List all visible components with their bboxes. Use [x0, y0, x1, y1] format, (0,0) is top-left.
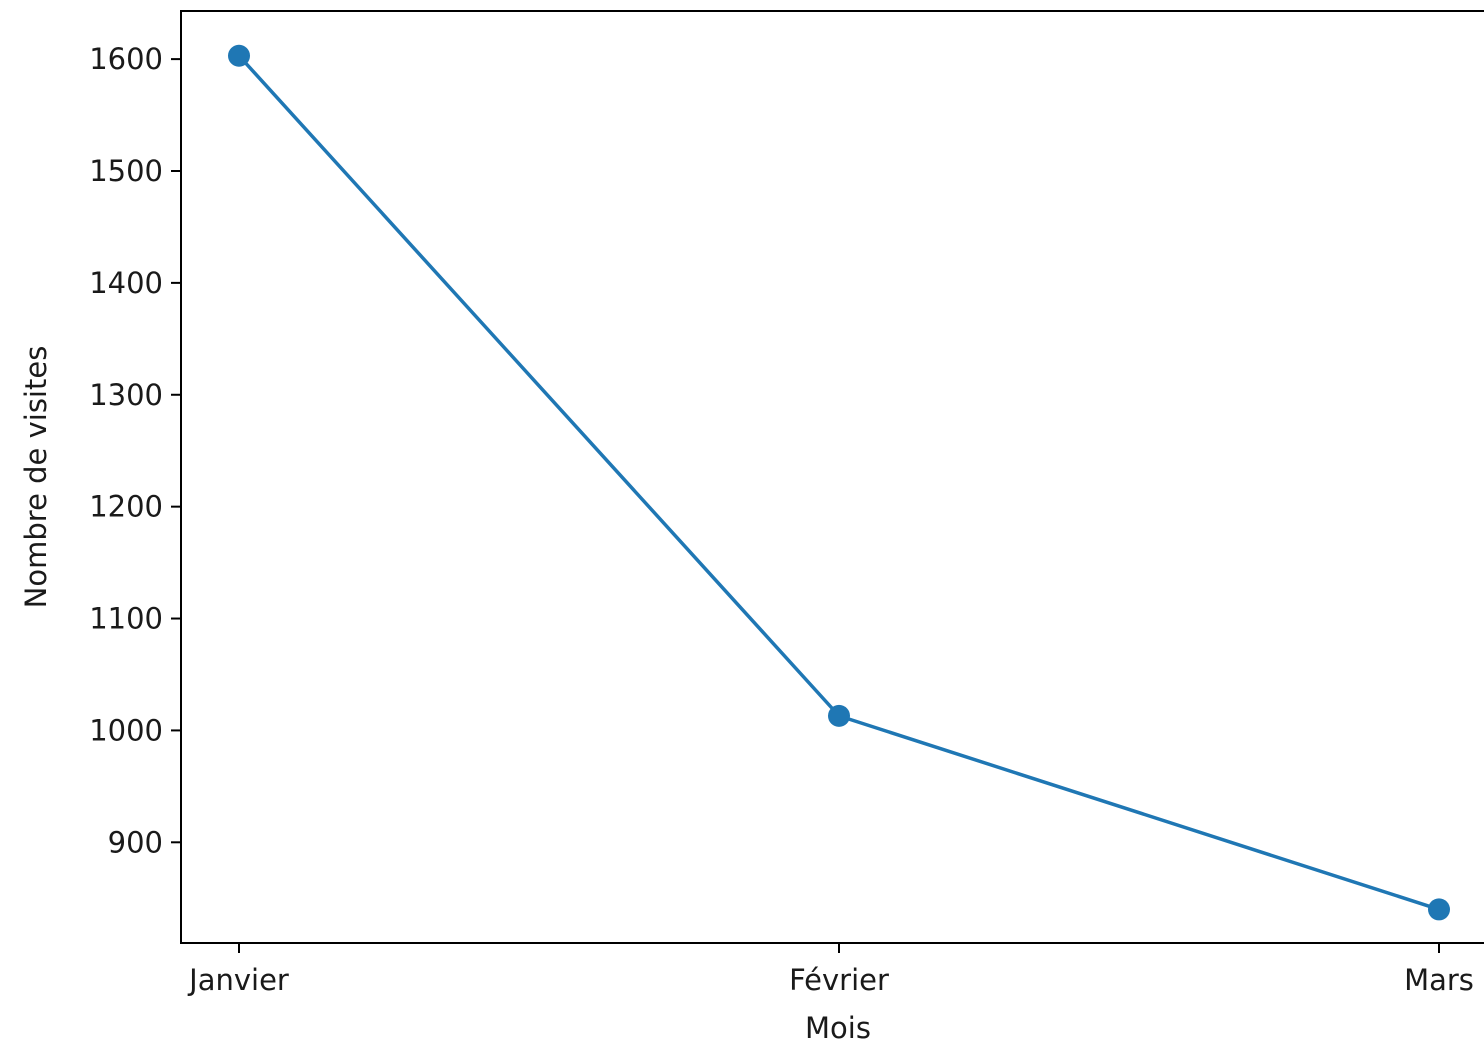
y-axis-label: Nombre de visites [19, 346, 53, 609]
plot-area [228, 44, 1450, 921]
y-tick-label: 1100 [89, 602, 163, 636]
data-point [228, 44, 250, 67]
y-tick-label: 1600 [89, 42, 163, 76]
x-tick-label: Février [789, 963, 889, 997]
y-axis: 900 1000 1100 1200 1300 1400 1500 1600 [89, 42, 181, 859]
data-point [1428, 898, 1450, 921]
x-axis: Janvier Février Mars [187, 943, 1474, 997]
y-tick-label: 1500 [89, 154, 163, 188]
y-tick-label: 900 [108, 825, 163, 859]
axes-frame [180, 10, 1484, 944]
data-point [828, 704, 850, 727]
x-tick-label: Mars [1404, 963, 1474, 997]
x-axis-label: Mois [805, 1011, 871, 1042]
x-tick-label: Janvier [187, 963, 289, 997]
y-tick-label: 1000 [89, 713, 163, 747]
y-tick-label: 1200 [89, 490, 163, 524]
y-tick-label: 1400 [89, 266, 163, 300]
series-line [237, 54, 1440, 912]
y-tick-label: 1300 [89, 378, 163, 412]
